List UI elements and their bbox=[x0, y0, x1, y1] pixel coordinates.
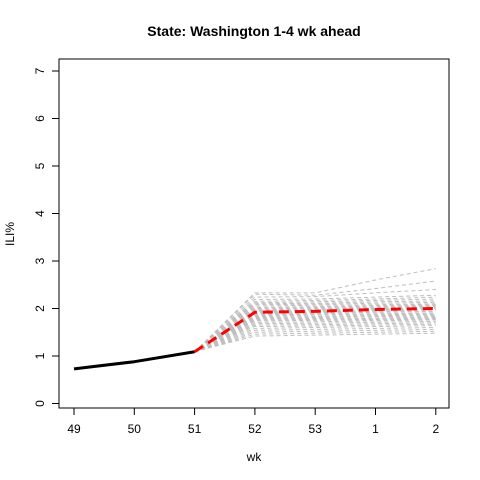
x-axis-title: wk bbox=[246, 450, 263, 464]
y-axis-title: ILI% bbox=[3, 222, 17, 246]
x-tick-label: 50 bbox=[128, 422, 142, 436]
ensemble-line-25 bbox=[194, 320, 436, 353]
plot-area-box bbox=[58, 58, 450, 409]
y-tick-label: 1 bbox=[33, 352, 47, 359]
ensemble-line-22 bbox=[194, 317, 436, 353]
ensemble-line-27 bbox=[194, 323, 436, 353]
ensemble-line-31 bbox=[194, 330, 436, 353]
y-tick-label: 2 bbox=[33, 305, 47, 312]
x-axis: 49 50 51 52 53 1 2 bbox=[67, 407, 439, 436]
ensemble-line-17 bbox=[194, 312, 436, 353]
x-tick-label: 49 bbox=[67, 422, 81, 436]
ensemble-line-20 bbox=[194, 315, 436, 353]
x-tick-label: 51 bbox=[188, 422, 202, 436]
x-tick-label: 53 bbox=[309, 422, 323, 436]
ensemble-line-23 bbox=[194, 318, 436, 353]
ensemble-line-11 bbox=[194, 306, 436, 353]
ensemble-line-4 bbox=[194, 296, 436, 353]
y-tick-label: 5 bbox=[33, 162, 47, 169]
series-lines bbox=[73, 307, 436, 371]
ensemble-line-3 bbox=[194, 294, 436, 353]
observed-line bbox=[73, 350, 195, 371]
y-axis: 0 1 2 3 4 5 6 7 bbox=[33, 67, 60, 407]
ensemble-line-16 bbox=[194, 311, 436, 353]
ensemble-line-15 bbox=[194, 310, 436, 353]
ensemble-line-19 bbox=[194, 314, 436, 353]
y-tick-label: 0 bbox=[33, 400, 47, 407]
x-tick-label: 1 bbox=[372, 422, 379, 436]
ensemble-line-9 bbox=[194, 304, 436, 353]
ensemble-line-26 bbox=[194, 322, 436, 353]
y-tick-label: 7 bbox=[33, 67, 47, 74]
y-tick-label: 6 bbox=[33, 115, 47, 122]
ensemble-line-28 bbox=[194, 325, 436, 353]
ensemble-line-0 bbox=[194, 268, 436, 353]
ensemble-line-32 bbox=[194, 332, 436, 353]
forecast-mean-line bbox=[193, 307, 436, 353]
y-tick-label: 4 bbox=[33, 210, 47, 217]
ensemble-line-10 bbox=[194, 305, 436, 353]
ensemble-line-21 bbox=[194, 316, 436, 353]
ensemble-line-18 bbox=[194, 313, 436, 353]
chart-title: State: Washington 1-4 wk ahead bbox=[147, 23, 360, 39]
y-tick-label: 3 bbox=[33, 257, 47, 264]
ensemble-line-2 bbox=[194, 289, 436, 353]
ensemble-line-24 bbox=[194, 319, 436, 353]
ensemble-line-1 bbox=[194, 280, 436, 353]
ensemble-line-29 bbox=[194, 327, 436, 353]
ensemble-line-7 bbox=[194, 301, 436, 353]
ensemble-line-30 bbox=[194, 328, 436, 353]
x-tick-label: 52 bbox=[248, 422, 262, 436]
forecast-ensemble bbox=[194, 268, 436, 353]
ensemble-line-8 bbox=[194, 303, 436, 353]
x-tick-label: 2 bbox=[432, 422, 439, 436]
